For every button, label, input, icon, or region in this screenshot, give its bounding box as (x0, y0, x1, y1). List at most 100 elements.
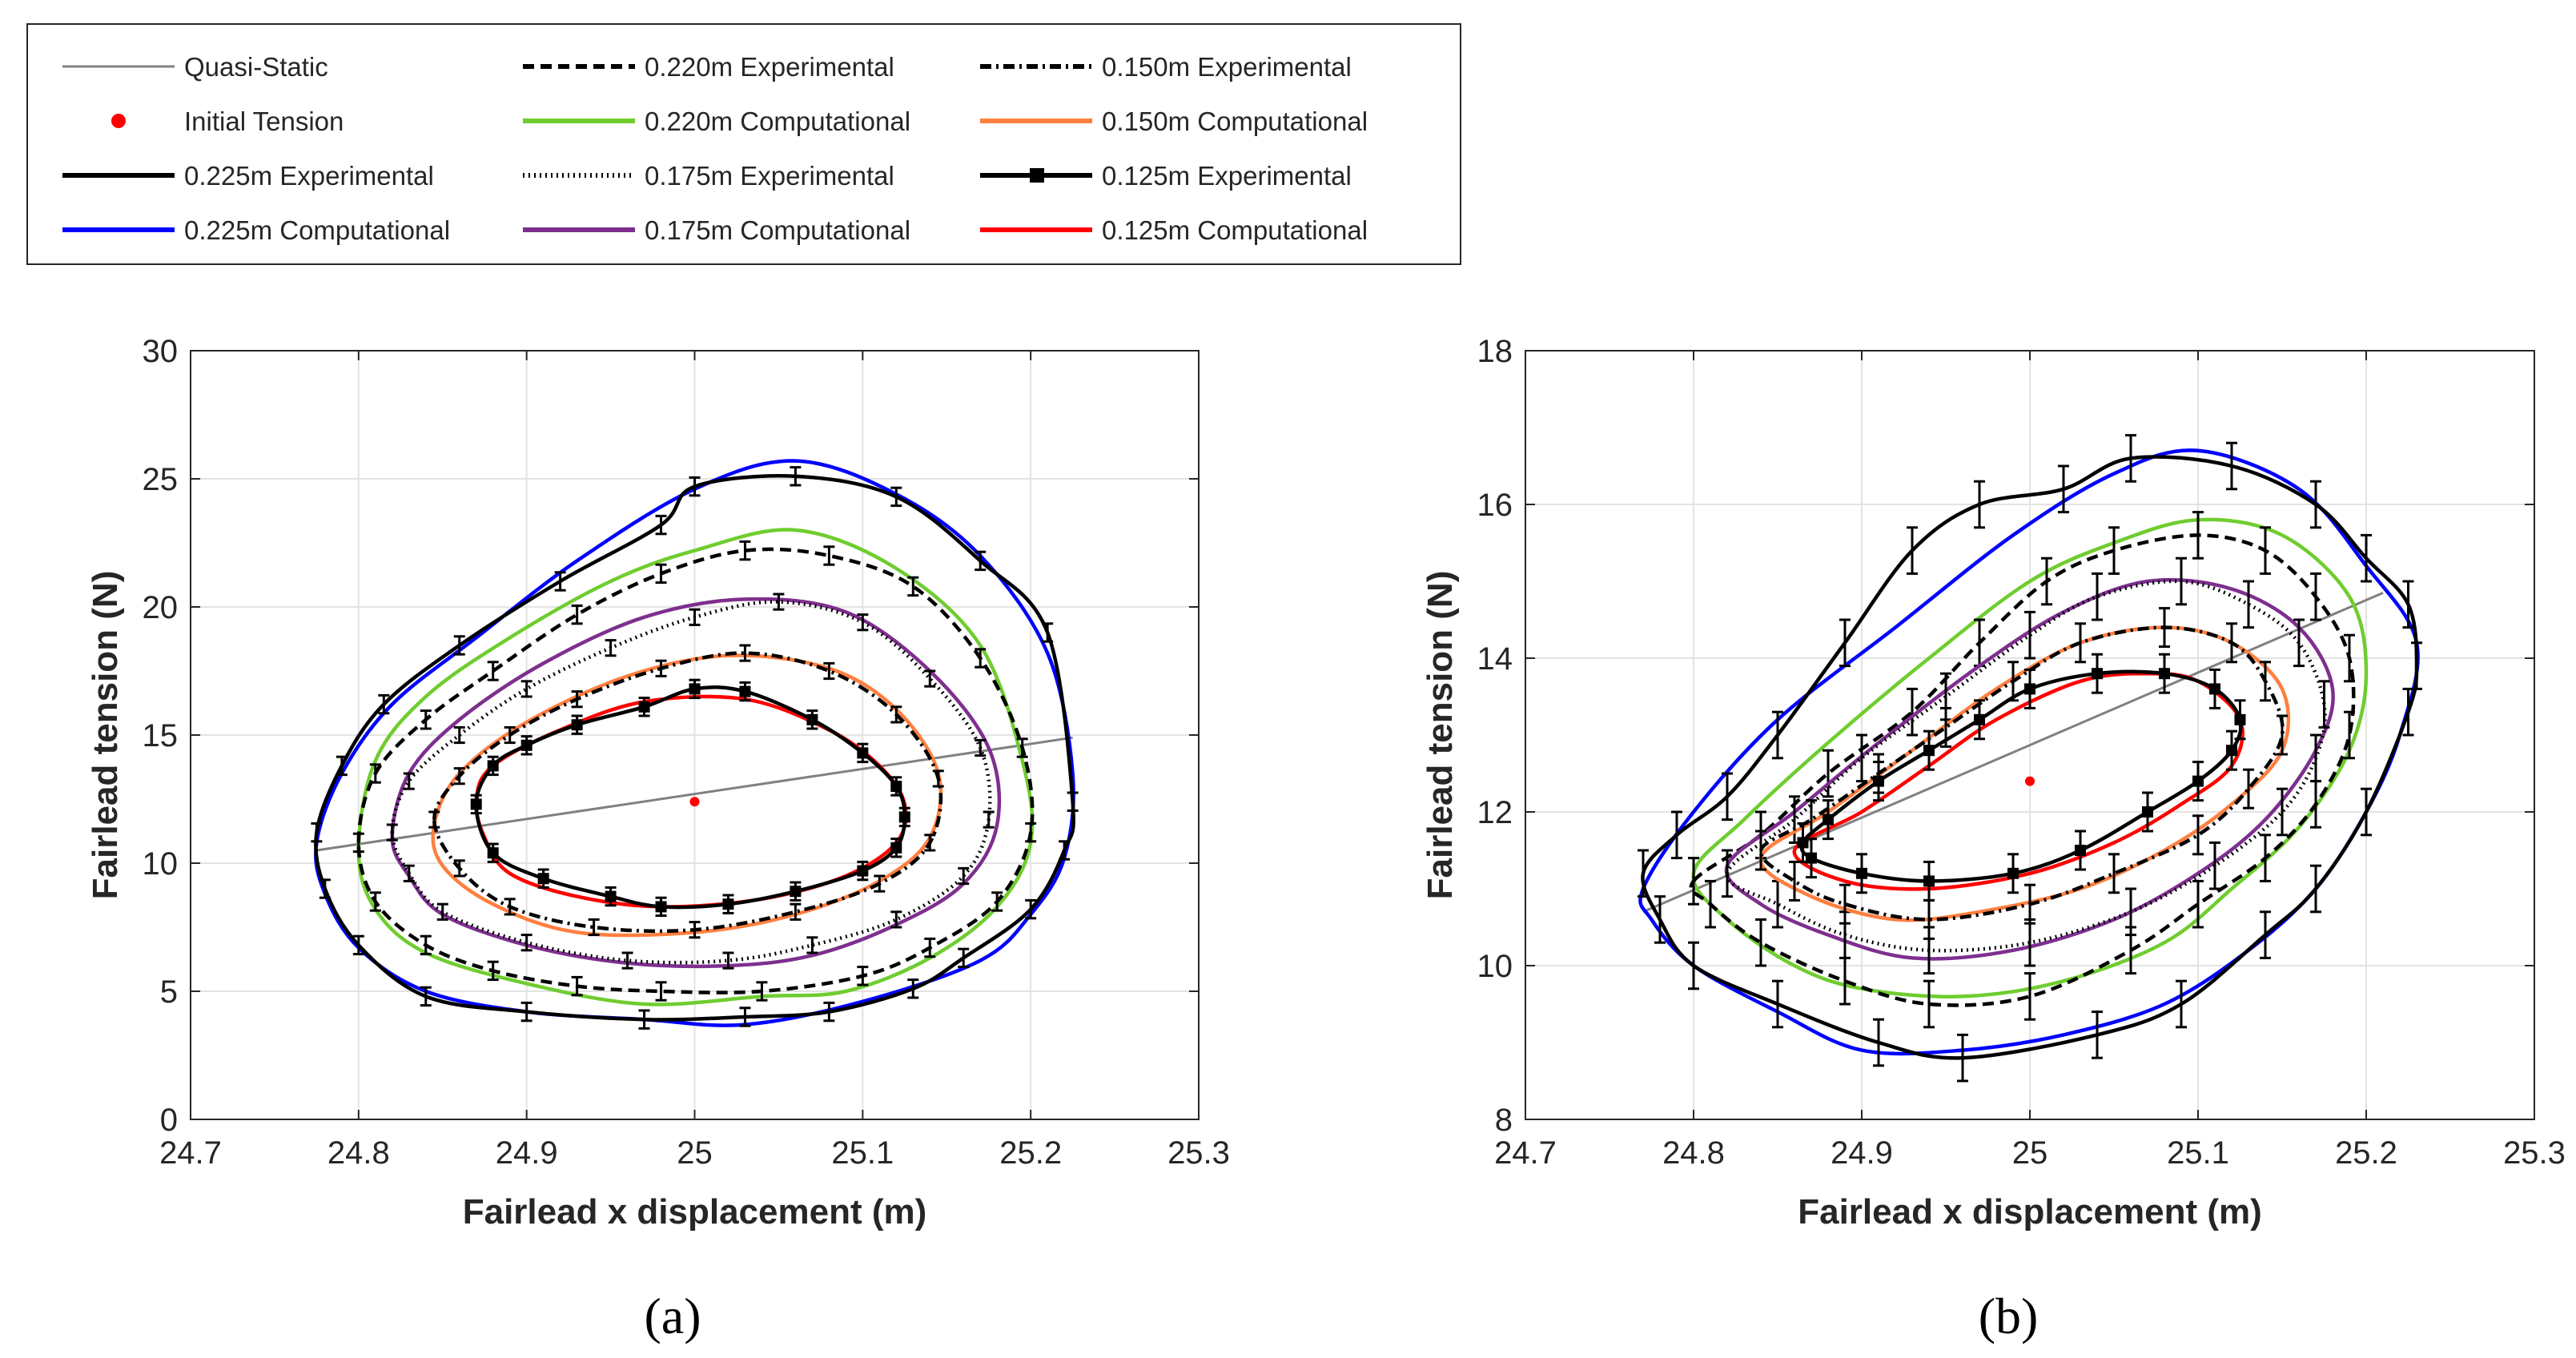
y-tick-label: 18 (1477, 334, 1513, 369)
error-bar (453, 767, 465, 785)
legend-item-e225: 0.225m Experimental (62, 161, 434, 191)
series-line-e150 (1758, 625, 2285, 922)
legend-item-c225: 0.225m Computational (62, 215, 450, 245)
error-bar (1923, 860, 1935, 902)
panel-label-b: (b) (1979, 1288, 2039, 1344)
error-bar (1654, 895, 1666, 944)
data-marker (1822, 814, 1834, 826)
error-bar (638, 697, 650, 717)
error-bar (655, 563, 667, 585)
error-bar (1688, 941, 1699, 990)
error-bar (1722, 849, 1733, 898)
error-bar (1755, 830, 1766, 871)
y-tick-label: 20 (143, 590, 179, 625)
error-bar (1822, 749, 1834, 798)
error-bar (403, 864, 415, 882)
error-bar (932, 769, 944, 788)
data-marker (2226, 745, 2237, 757)
error-bar (2108, 853, 2120, 894)
series-e175 (386, 593, 995, 970)
error-bar (958, 866, 970, 886)
y-tick-label: 12 (1477, 795, 1513, 830)
error-bar (487, 661, 499, 681)
error-bar (2243, 768, 2254, 810)
x-tick-label: 25.1 (831, 1135, 894, 1171)
error-bar (2192, 879, 2204, 929)
legend-item-qs: Quasi-Static (62, 52, 328, 82)
legend-item-c220: 0.220m Computational (523, 106, 910, 136)
data-marker (2024, 683, 2035, 695)
series-c220 (356, 528, 1035, 1006)
legend-item-e125: 0.125m Experimental (980, 161, 1352, 191)
error-bar (2260, 834, 2271, 882)
data-marker (739, 685, 751, 697)
error-bar (588, 918, 600, 937)
error-bar (1923, 729, 1935, 771)
error-bar (790, 881, 802, 902)
legend-label: 0.225m Experimental (184, 161, 434, 191)
legend-label: 0.175m Experimental (645, 161, 894, 191)
data-marker (857, 865, 869, 877)
data-marker (806, 713, 818, 725)
error-bar (890, 910, 902, 929)
error-bar (453, 725, 465, 745)
error-bar (890, 776, 902, 797)
series-e220 (1688, 511, 2356, 1029)
error-bar (1671, 810, 1682, 860)
series-e150 (1755, 607, 2288, 940)
error-bar (605, 886, 617, 907)
error-bar (1873, 1018, 1884, 1067)
error-bar (1923, 979, 1935, 1029)
error-bar (2361, 787, 2372, 837)
error-bar (311, 822, 323, 843)
error-bar (520, 735, 532, 756)
legend-label: 0.220m Experimental (645, 52, 894, 82)
error-bar (453, 859, 465, 878)
initial-tension-point (2025, 776, 2035, 786)
series-e150 (428, 644, 944, 939)
x-tick-label: 24.8 (328, 1135, 390, 1171)
data-marker (890, 842, 902, 854)
data-marker (1923, 875, 1935, 887)
error-bar (907, 978, 919, 999)
error-bar (958, 947, 970, 969)
error-bar (403, 772, 415, 790)
error-bar (504, 898, 516, 916)
error-bar (2293, 618, 2305, 668)
x-tick-label: 25.2 (2335, 1135, 2397, 1171)
error-bar (924, 834, 936, 852)
data-marker (857, 747, 869, 759)
data-marker (2234, 713, 2246, 725)
series-line-c220 (1691, 517, 2369, 998)
data-marker (722, 898, 734, 910)
data-marker (2192, 775, 2204, 787)
x-tick-label: 25.3 (2503, 1135, 2566, 1171)
y-tick-label: 10 (143, 846, 179, 882)
error-bar (1873, 761, 1884, 802)
error-bar (823, 661, 835, 681)
error-bar (1042, 622, 1054, 643)
error-bar (1638, 849, 1649, 898)
legend-label: 0.125m Computational (1102, 215, 1368, 245)
data-marker (638, 701, 650, 713)
legend-item-e150: 0.150m Experimental (980, 52, 1352, 82)
error-bar (1722, 772, 1733, 822)
error-bar (1755, 918, 1766, 967)
error-bar (378, 693, 390, 715)
data-marker (1974, 713, 1985, 725)
data-marker (1873, 775, 1884, 787)
x-tick-label: 25 (677, 1135, 713, 1171)
error-bar (1025, 898, 1037, 920)
error-bar (420, 986, 432, 1007)
data-marker (790, 886, 802, 898)
series-c220 (1691, 517, 2369, 998)
plot-data (1638, 434, 2422, 1083)
legend-item-c150: 0.150m Computational (980, 106, 1368, 136)
error-bar (806, 709, 818, 730)
error-bar (823, 1001, 835, 1023)
data-marker (1923, 745, 1935, 757)
error-bar (1839, 883, 1851, 925)
data-marker (487, 760, 499, 772)
y-tick-label: 25 (143, 462, 179, 497)
